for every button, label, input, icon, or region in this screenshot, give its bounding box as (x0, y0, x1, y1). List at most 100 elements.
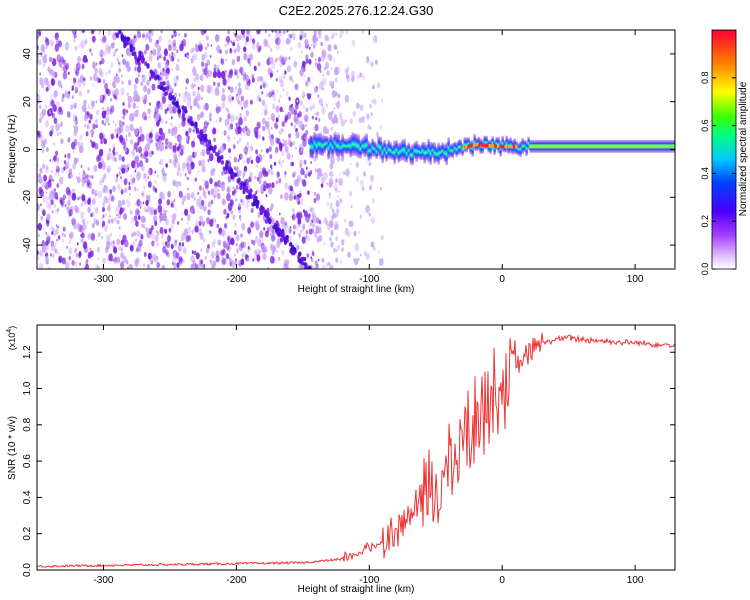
band-column (461, 143, 464, 156)
noise-dot (115, 73, 118, 77)
noise-dot (162, 174, 167, 182)
noise-dot (226, 185, 232, 194)
noise-dot (329, 54, 333, 62)
noise-dot (230, 114, 235, 123)
noise-dot (369, 184, 373, 191)
noise-dot (280, 149, 285, 157)
noise-dot (81, 218, 86, 225)
noise-dot (193, 83, 196, 88)
noise-dot (267, 186, 273, 195)
noise-dot (146, 263, 150, 269)
noise-dot (340, 239, 345, 246)
band-column (433, 142, 436, 164)
noise-dot (230, 259, 236, 268)
noise-dot (102, 203, 105, 208)
noise-dot (272, 91, 275, 96)
noise-dot (50, 94, 53, 99)
noise-dot (118, 61, 120, 65)
noise-dot (201, 97, 203, 101)
noise-dot (106, 106, 110, 112)
noise-dot (325, 61, 330, 70)
noise-dot (113, 52, 116, 57)
noise-dot (286, 111, 292, 120)
noise-dot (102, 35, 107, 43)
noise-dot (222, 258, 227, 266)
noise-dot (190, 192, 195, 199)
noise-dot (87, 206, 91, 214)
noise-dot (335, 32, 338, 36)
noise-dot (198, 104, 201, 110)
noise-dot (172, 179, 176, 187)
noise-dot (159, 143, 164, 152)
noise-dot (134, 155, 140, 164)
noise-dot (141, 74, 144, 78)
noise-dot (183, 95, 187, 103)
noise-dot (214, 87, 220, 96)
noise-dot (182, 247, 187, 255)
noise-dot (170, 116, 173, 120)
band-column (383, 139, 386, 159)
noise-dot (173, 162, 177, 169)
noise-dot (124, 147, 127, 152)
noise-dot (41, 180, 47, 189)
noise-dot (59, 176, 64, 185)
noise-dot (73, 223, 77, 230)
noise-dot (178, 190, 183, 198)
streak-dot (264, 210, 268, 215)
snr-ytick-label: 0.2 (22, 526, 33, 540)
noise-dot (165, 120, 168, 124)
noise-dot (284, 171, 287, 175)
noise-dot (300, 146, 304, 152)
noise-dot (145, 194, 149, 200)
noise-dot (37, 233, 40, 238)
band-column (471, 140, 474, 157)
noise-dot (140, 234, 144, 240)
noise-dot (281, 159, 284, 164)
noise-dot (365, 252, 370, 261)
band-column (467, 137, 470, 150)
noise-dot (143, 263, 145, 267)
noise-dot (238, 137, 242, 142)
noise-dot (320, 42, 323, 47)
noise-dot (289, 185, 293, 192)
noise-dot (254, 236, 259, 243)
noise-dot (66, 111, 71, 118)
noise-dot (285, 225, 290, 234)
noise-dot (317, 226, 322, 234)
noise-dot (259, 85, 263, 90)
noise-dot (256, 30, 261, 35)
noise-dot (151, 240, 155, 247)
noise-dot (78, 172, 80, 176)
noise-dot (331, 90, 337, 99)
noise-dot (235, 116, 239, 121)
noise-dot (163, 207, 165, 212)
noise-dot (203, 68, 208, 76)
noise-dot (226, 242, 230, 247)
noise-dot (247, 57, 251, 64)
noise-dot (241, 106, 244, 110)
noise-dot (73, 102, 77, 109)
noise-dot (284, 70, 287, 75)
noise-dot (114, 177, 119, 183)
noise-dot (125, 259, 129, 265)
noise-dot (112, 258, 115, 262)
noise-dot (194, 225, 199, 233)
noise-dot (349, 220, 354, 228)
noise-dot (229, 47, 232, 52)
noise-dot (287, 138, 292, 146)
noise-dot (187, 99, 192, 107)
noise-dot (133, 89, 138, 98)
noise-dot (151, 225, 154, 231)
noise-dot (108, 214, 111, 219)
noise-dot (114, 157, 118, 163)
noise-dot (235, 166, 239, 173)
noise-dot (55, 35, 58, 41)
snr-multiplier-close: ) (7, 326, 17, 329)
noise-dot (332, 208, 335, 213)
noise-dot (83, 199, 87, 205)
noise-dot (50, 71, 55, 79)
noise-dot (220, 60, 223, 63)
noise-dot (344, 68, 349, 75)
streak-dot (162, 81, 166, 86)
